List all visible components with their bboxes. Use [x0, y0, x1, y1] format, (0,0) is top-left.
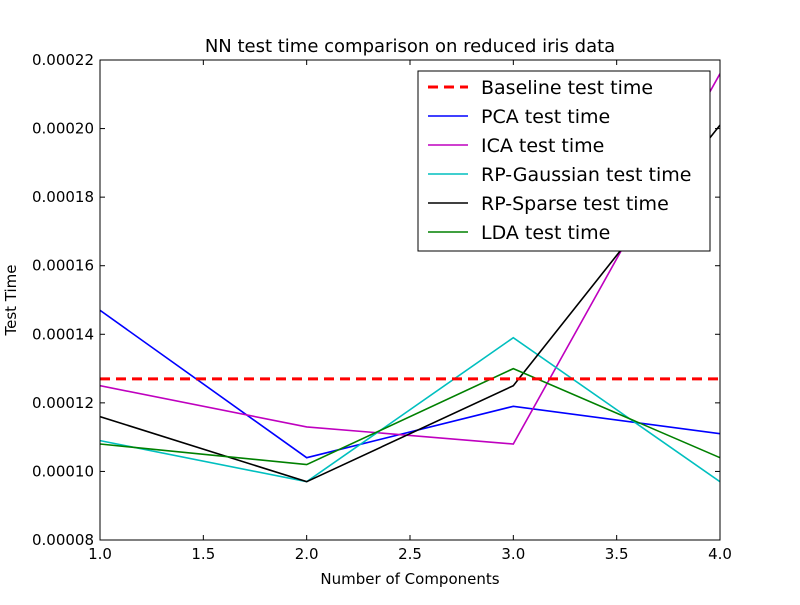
legend-label: Baseline test time — [481, 77, 653, 99]
y-tick-label: 0.00020 — [32, 120, 94, 138]
series-line-lda-test-time — [100, 367, 720, 466]
series-layer — [100, 73, 720, 483]
x-axis-label: Number of Components — [320, 570, 499, 588]
y-tick-label: 0.00010 — [32, 462, 94, 480]
y-tick-label: 0.00014 — [32, 325, 94, 343]
x-tick-label: 2.0 — [295, 545, 319, 563]
y-tick-label: 0.00018 — [32, 188, 94, 206]
y-tick-label: 0.00022 — [32, 51, 94, 69]
legend: Baseline test time PCA test time ICA test … — [417, 70, 711, 252]
y-axis: 0.00008 0.00010 0.00012 0.00014 0.00016 0.000… — [32, 51, 720, 549]
legend-label: PCA test time — [481, 106, 610, 128]
x-tick-label: 3.5 — [605, 545, 629, 563]
x-tick-label: 3.0 — [501, 545, 525, 563]
y-tick-label: 0.00016 — [32, 257, 94, 275]
x-axis: 1.0 1.5 2.0 2.5 3.0 3.5 4.0 — [88, 60, 732, 563]
legend-box — [417, 70, 711, 252]
series-line-ica-test-time — [100, 73, 720, 445]
series-line-pca-test-time — [100, 309, 720, 459]
series-line-rp-sparse-test-time — [100, 124, 720, 483]
y-axis-label: Test Time — [2, 264, 20, 336]
y-tick-label: 0.00008 — [32, 531, 94, 549]
y-tick-label: 0.00012 — [32, 394, 94, 412]
chart-title: NN test time comparison on reduced iris … — [205, 36, 615, 57]
series-line-rp-gaussian-test-time — [100, 336, 720, 483]
legend-label: RP-Sparse test time — [481, 193, 669, 215]
legend-label: RP-Gaussian test time — [481, 164, 691, 186]
legend-label: ICA test time — [481, 135, 604, 157]
x-tick-label: 4.0 — [708, 545, 732, 563]
x-tick-label: 1.5 — [191, 545, 215, 563]
x-tick-label: 1.0 — [88, 545, 112, 563]
legend-label: LDA test time — [481, 222, 610, 244]
x-tick-label: 2.5 — [398, 545, 422, 563]
